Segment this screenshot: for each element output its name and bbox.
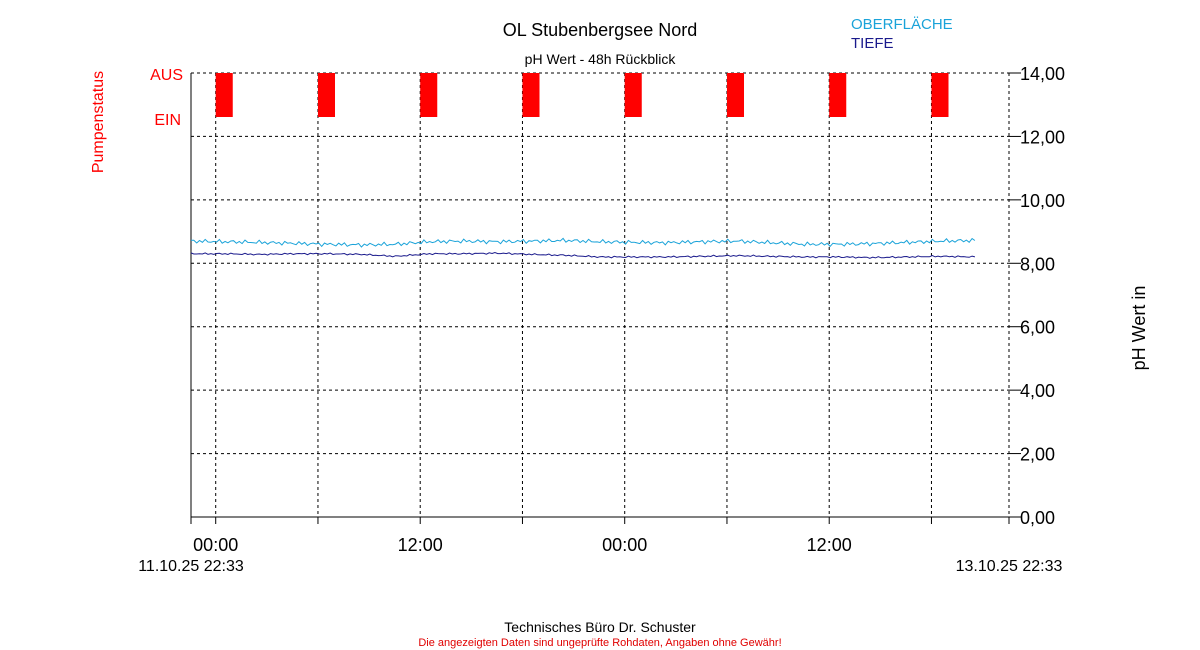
- y-tick-label: 14,00: [1020, 64, 1065, 84]
- x-tick-label: 00:00: [602, 535, 647, 555]
- legend-item-oberflaeche: OBERFLÄCHE: [851, 16, 953, 33]
- y-tick-label: 0,00: [1020, 508, 1055, 528]
- chart-title: OL Stubenbergsee Nord: [503, 20, 697, 40]
- y-tick-label: 2,00: [1020, 445, 1055, 465]
- y-tick-label: 4,00: [1020, 381, 1055, 401]
- x-tick-label: 00:00: [193, 535, 238, 555]
- chart-subtitle: pH Wert - 48h Rückblick: [525, 51, 677, 67]
- series-line-tiefe: [190, 251, 976, 259]
- series-line-oberflaeche: [190, 237, 976, 248]
- y-tick-label: 10,00: [1020, 191, 1065, 211]
- plot-area: 0,00 2,00 4,00 6,00 8,00 10,00 12,00 14,00 00:00…: [190, 64, 1065, 555]
- x-start-label: 11.10.25 22:33: [138, 558, 244, 575]
- pump-on-label: EIN: [154, 112, 181, 129]
- pump-on-bar: [522, 73, 540, 117]
- pump-on-bar: [624, 73, 642, 117]
- footer-disclaimer: Die angezeigten Daten sind ungeprüfte Ro…: [418, 637, 781, 649]
- pump-on-bar: [829, 73, 847, 117]
- x-end-label: 13.10.25 22:33: [956, 558, 1063, 575]
- pump-status-axis-label: Pumpenstatus: [90, 71, 107, 173]
- x-tick-label: 12:00: [398, 535, 443, 555]
- y-tick-label: 12,00: [1020, 127, 1065, 147]
- y-tick-label: 8,00: [1020, 254, 1055, 274]
- pump-on-bar: [726, 73, 745, 117]
- pump-on-bar: [420, 73, 438, 117]
- pump-off-label: AUS: [150, 67, 183, 84]
- pump-on-bar: [215, 73, 233, 117]
- legend-item-tiefe: TIEFE: [851, 35, 894, 52]
- pump-on-bar: [317, 73, 336, 117]
- y-tick-label: 6,00: [1020, 318, 1055, 338]
- x-tick-label: 12:00: [807, 535, 852, 555]
- y-axis-label: pH Wert in: [1129, 286, 1149, 371]
- pump-on-bar: [931, 73, 949, 117]
- footer-company: Technisches Büro Dr. Schuster: [504, 619, 696, 635]
